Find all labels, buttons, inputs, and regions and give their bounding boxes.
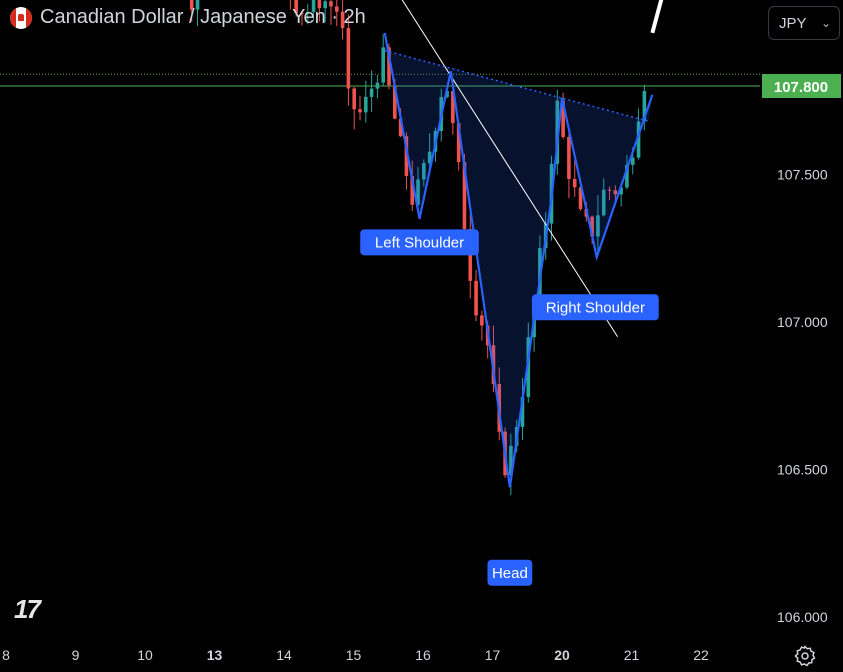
- candle-body: [334, 6, 339, 12]
- time-tick-label: 16: [415, 647, 431, 663]
- candle-body: [346, 28, 351, 89]
- tradingview-logo: 17: [14, 594, 41, 624]
- candle-body: [509, 445, 513, 476]
- horizontal-levels: 108.600107.800: [0, 73, 841, 98]
- candle-body: [387, 47, 391, 86]
- time-axis[interactable]: 8 9 10 13 14 15 16 17 20 21 22: [2, 647, 709, 663]
- candle-body: [416, 179, 420, 205]
- currency-label: JPY: [779, 14, 807, 32]
- candle-body: [323, 1, 327, 9]
- candle-body: [305, 11, 310, 14]
- neckline: [384, 49, 650, 123]
- candle-body: [358, 109, 362, 113]
- candle-body: [317, 0, 322, 9]
- candle-body: [311, 0, 316, 12]
- candle-body: [578, 187, 583, 210]
- price-tick-label: 107.500: [777, 167, 828, 183]
- candle-body: [189, 0, 194, 10]
- candle-body: [393, 85, 397, 119]
- candle-body: [195, 0, 200, 10]
- candle-body: [369, 88, 374, 97]
- candle-body: [630, 157, 635, 165]
- candle-body: [456, 123, 461, 163]
- candle-body: [590, 216, 594, 237]
- candle-body: [427, 151, 432, 164]
- candle-body: [364, 96, 368, 113]
- candle-body: [381, 47, 386, 83]
- candle-body: [352, 88, 356, 110]
- chart-title: Canadian Dollar / Japanese Yen · 2h: [10, 6, 366, 29]
- canada-flag-icon: [10, 6, 32, 29]
- candle-body: [294, 0, 298, 13]
- time-tick-label: 17: [485, 647, 501, 663]
- candle-body: [572, 179, 577, 188]
- price-tick-label: 106.500: [777, 462, 828, 478]
- candle-body: [520, 397, 525, 427]
- candle-body: [404, 136, 409, 176]
- time-tick-label: 13: [207, 647, 223, 663]
- candle-body: [462, 162, 467, 230]
- pattern-fill: [384, 32, 653, 488]
- time-tick-label: 9: [72, 647, 80, 663]
- pattern-label-box: [487, 559, 533, 586]
- level-price-label: 107.800: [774, 79, 828, 96]
- candle-body: [480, 315, 484, 326]
- pattern-label-box: [531, 294, 659, 321]
- head-shoulders-pattern: Left Shoulder Head Right Shoulder: [360, 0, 664, 586]
- candle-body: [625, 164, 629, 188]
- candle-body: [555, 100, 560, 164]
- pattern-label: Right Shoulder: [546, 299, 645, 316]
- candle-body: [300, 12, 304, 14]
- time-tick-label: 22: [693, 647, 709, 663]
- level-price-tag: [762, 74, 841, 98]
- candle-body: [340, 11, 345, 29]
- candle-body: [375, 82, 380, 89]
- candle-body: [422, 163, 426, 180]
- breakout-arrow: [650, 0, 664, 34]
- time-tick-label: 21: [624, 647, 640, 663]
- candle-body: [619, 187, 623, 195]
- price-tick-label: 106.000: [777, 609, 828, 625]
- candle-body: [561, 100, 565, 137]
- candle-body: [474, 280, 478, 316]
- downtrend-line: [401, 0, 619, 338]
- symbol-title: Canadian Dollar / Japanese Yen · 2h: [40, 6, 366, 28]
- candle-body: [596, 215, 600, 237]
- time-tick-label: 20: [554, 647, 570, 663]
- chevron-down-icon: ⌄: [820, 16, 831, 30]
- candle-body: [567, 136, 571, 180]
- candle-body: [636, 121, 641, 158]
- time-tick-label: 8: [2, 647, 10, 663]
- pattern-label: Head: [492, 565, 528, 582]
- candle-body: [642, 91, 647, 122]
- gear-icon[interactable]: [794, 645, 816, 667]
- candle-body: [410, 175, 415, 205]
- candle-body: [607, 189, 612, 191]
- time-tick-label: 10: [137, 647, 153, 663]
- candle-body: [398, 118, 403, 137]
- time-tick-label: 15: [346, 647, 362, 663]
- pattern-label: Left Shoulder: [375, 234, 464, 251]
- candle-body: [451, 90, 455, 124]
- pattern-path: [383, 32, 654, 488]
- pattern-label-box: [360, 229, 479, 256]
- time-tick-label: 14: [276, 647, 292, 663]
- currency-selector[interactable]: JPY ⌄: [768, 6, 840, 40]
- price-tick-label: 107.000: [777, 314, 828, 330]
- candle-body: [329, 1, 333, 7]
- candle-body: [601, 189, 606, 216]
- candle-body: [613, 190, 618, 195]
